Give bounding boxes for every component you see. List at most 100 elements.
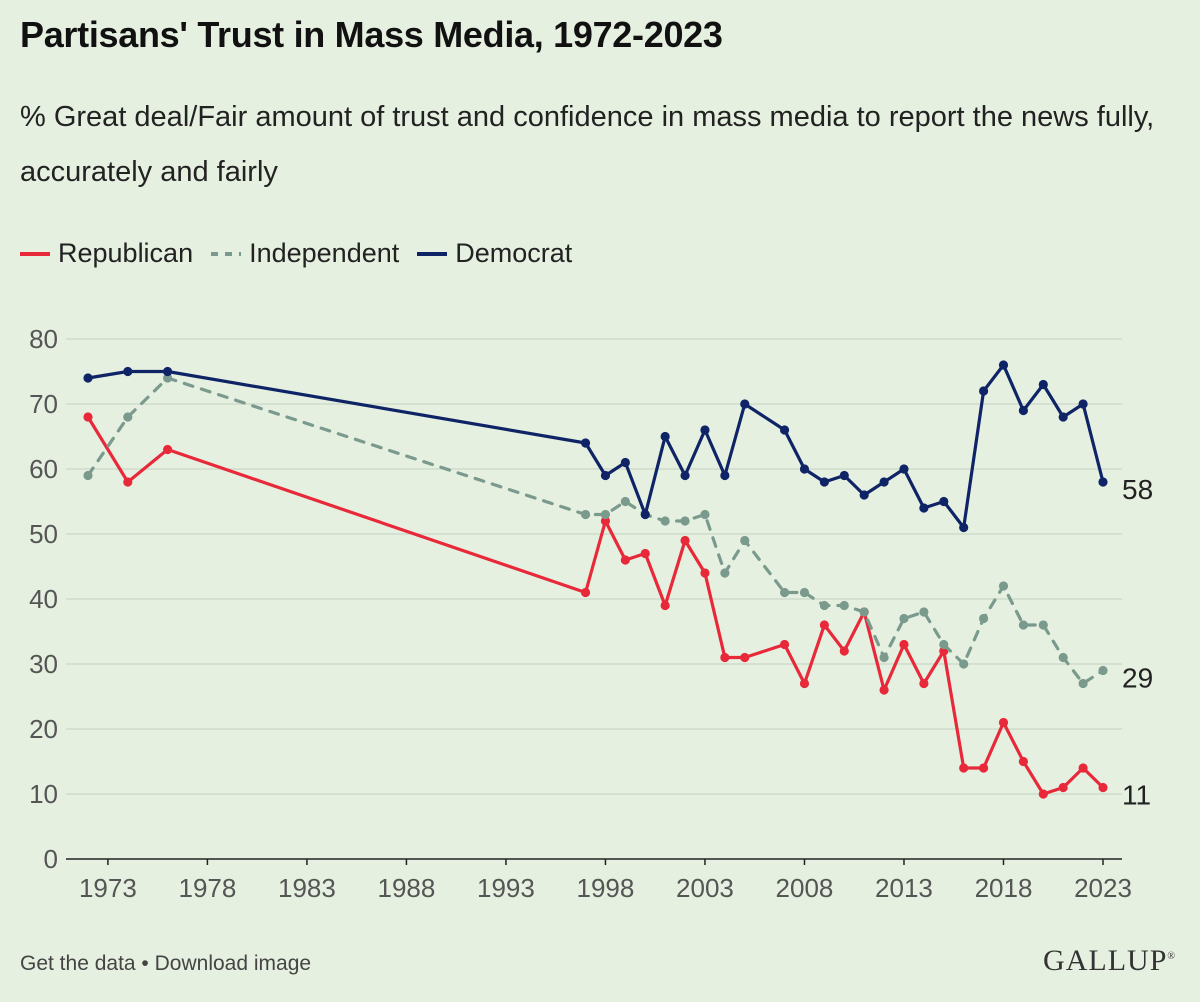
- data-point-independent-2010: [839, 600, 849, 611]
- data-point-independent-2009: [819, 600, 829, 611]
- x-tick-label-1978: 1978: [178, 873, 236, 903]
- data-point-democrat-2000: [640, 509, 650, 520]
- data-point-republican-2023: [1098, 782, 1108, 793]
- chart-subtitle: % Great deal/Fair amount of trust and co…: [20, 101, 1155, 188]
- axis-layer: 0 10 20 30 40 50 60 70 80 1973 1978 1983 1988 1993 199…: [29, 324, 1132, 903]
- data-point-democrat-2007: [779, 425, 790, 435]
- data-point-republican-1998: [600, 516, 611, 526]
- data-point-democrat-1972: [83, 373, 93, 383]
- data-point-independent-2004: [720, 568, 730, 578]
- data-point-republican-1972: [83, 412, 93, 422]
- data-point-republican-2021: [1058, 782, 1068, 793]
- y-tick-label-30: 30: [29, 649, 58, 679]
- data-point-independent-1972: [83, 470, 93, 481]
- data-point-republican-2002: [680, 535, 690, 546]
- data-point-republican-2022: [1078, 763, 1088, 773]
- gallup-logo[interactable]: GALLUP®: [1043, 944, 1176, 978]
- data-point-republican-2008: [799, 678, 810, 689]
- legend: Republican Independent Democrat: [20, 238, 590, 269]
- data-point-democrat-2009: [819, 477, 829, 487]
- data-point-independent-2013: [899, 613, 909, 624]
- data-point-democrat-2015: [939, 496, 949, 507]
- data-point-independent-1976: [163, 373, 173, 383]
- data-point-independent-2007: [779, 587, 790, 598]
- legend-label-democrat: Democrat: [455, 238, 573, 268]
- data-point-democrat-1974: [123, 366, 133, 377]
- end-label-republican: 11: [1122, 780, 1151, 811]
- data-point-independent-2001: [660, 516, 670, 526]
- series-line-democrat: [86, 363, 1105, 530]
- registered-mark: ®: [1167, 951, 1176, 962]
- gallup-logo-text: GALLUP: [1043, 944, 1168, 977]
- data-point-independent-2018: [998, 581, 1009, 591]
- legend-item-independent[interactable]: Independent: [211, 238, 399, 269]
- legend-item-democrat[interactable]: Democrat: [417, 238, 572, 269]
- x-tick-label-2013: 2013: [875, 873, 933, 903]
- x-tick-label-2003: 2003: [676, 873, 734, 903]
- y-tick-label-10: 10: [29, 779, 58, 809]
- get-data-link[interactable]: Get the data: [20, 952, 136, 975]
- data-point-republican-2007: [779, 639, 790, 650]
- data-point-independent-2020: [1038, 620, 1048, 630]
- footer-separator: •: [135, 952, 155, 975]
- data-point-republican-2005: [740, 652, 750, 663]
- data-point-republican-2017: [978, 763, 989, 773]
- data-point-independent-2014: [919, 607, 929, 617]
- data-point-democrat-2013: [899, 464, 909, 474]
- data-point-independent-1974: [123, 412, 133, 422]
- data-point-republican-1976: [163, 444, 173, 455]
- series-line-republican: [86, 415, 1105, 796]
- y-tick-label-20: 20: [29, 714, 58, 744]
- data-point-independent-2003: [700, 509, 710, 520]
- data-point-republican-2019: [1018, 756, 1028, 767]
- data-point-democrat-1997: [580, 438, 591, 448]
- data-point-republican-2010: [839, 646, 849, 656]
- data-point-democrat-1998: [600, 470, 611, 481]
- series-line-independent: [86, 376, 1105, 686]
- x-tick-label-1988: 1988: [378, 873, 436, 903]
- x-tick-label-1998: 1998: [577, 873, 635, 903]
- data-point-independent-2005: [740, 535, 750, 546]
- y-tick-label-80: 80: [29, 324, 58, 354]
- data-point-republican-2004: [720, 652, 730, 663]
- download-image-link[interactable]: Download image: [154, 952, 312, 975]
- y-tick-label-50: 50: [29, 519, 58, 549]
- data-point-democrat-2019: [1018, 405, 1028, 416]
- y-tick-label-40: 40: [29, 584, 58, 614]
- data-point-republican-2001: [660, 600, 670, 611]
- data-point-independent-2017: [978, 613, 989, 624]
- x-tick-label-1983: 1983: [278, 873, 336, 903]
- data-point-republican-2009: [819, 620, 829, 630]
- data-point-independent-1997: [580, 509, 591, 520]
- chart-title: Partisans' Trust in Mass Media, 1972-202…: [20, 14, 723, 55]
- x-tick-label-2018: 2018: [975, 873, 1033, 903]
- data-point-independent-2011: [859, 607, 869, 617]
- data-point-democrat-1999: [620, 457, 630, 468]
- data-point-republican-1974: [123, 477, 133, 487]
- data-point-independent-2021: [1058, 652, 1068, 663]
- data-point-democrat-2021: [1058, 412, 1068, 422]
- data-point-democrat-2012: [879, 477, 889, 487]
- data-point-republican-2014: [919, 678, 929, 689]
- data-point-democrat-2020: [1038, 379, 1048, 390]
- series-layer: [83, 360, 1108, 799]
- data-point-democrat-2001: [660, 431, 670, 442]
- y-tick-label-0: 0: [44, 844, 58, 874]
- x-tick-label-2023: 2023: [1074, 873, 1132, 903]
- data-point-democrat-2018: [998, 360, 1009, 370]
- data-point-independent-2022: [1078, 678, 1088, 689]
- grid-layer: [66, 338, 1122, 860]
- legend-item-republican[interactable]: Republican: [20, 238, 193, 269]
- end-label-democrat: 58: [1122, 474, 1153, 505]
- x-tick-label-1973: 1973: [79, 873, 137, 903]
- data-point-republican-1999: [620, 555, 630, 565]
- data-point-independent-2008: [799, 587, 810, 598]
- line-chart: 0 10 20 30 40 50 60 70 80 1973 1978 1983 1988 1993 199…: [29, 324, 1153, 903]
- legend-swatch-independent: [211, 251, 242, 256]
- data-point-independent-2016: [959, 659, 969, 669]
- legend-swatch-republican: [20, 251, 50, 256]
- end-label-layer: 11 29 58: [1122, 474, 1153, 811]
- data-point-democrat-2011: [859, 490, 869, 500]
- data-point-democrat-2008: [799, 464, 810, 474]
- data-point-independent-2023: [1098, 665, 1108, 676]
